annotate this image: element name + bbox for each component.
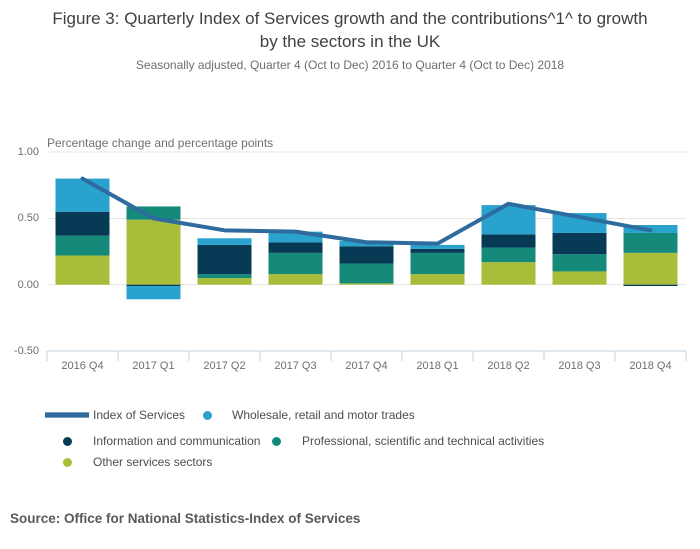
legend-line-swatch [45,412,89,418]
bar-segment [268,242,323,253]
x-axis-label: 2017 Q3 [274,360,317,372]
legend-circle-swatch [63,458,72,467]
bar-segment [339,283,394,285]
legend-label: Other services sectors [93,455,213,469]
x-axis-label: 2018 Q3 [558,360,601,372]
x-axis-label: 2018 Q1 [416,360,459,372]
y-axis-label: -0.50 [13,345,39,358]
bar-segment [55,211,110,236]
bar-segment [552,271,607,285]
legend-label: Wholesale, retail and motor trades [232,408,415,422]
bar-segment [55,235,110,256]
bar-segment [268,231,323,243]
bar-segment [197,238,252,245]
bar-segment [552,254,607,272]
bar-segment [126,284,181,287]
bar-segment [339,246,394,264]
x-axis-label: 2017 Q4 [345,360,388,372]
legend-label: Information and communication [93,434,261,448]
x-axis-label: 2016 Q4 [61,360,104,372]
bar-segment [481,262,536,285]
y-axis-label: 0.50 [17,212,39,225]
bar-segment [552,232,607,255]
figure-title: Figure 3: Quarterly Index of Services gr… [52,9,648,51]
bar-segment [410,252,465,275]
x-axis-label: 2017 Q1 [132,360,175,372]
bar-segment [55,255,110,285]
source-note: Source: Office for National Statistics-I… [10,511,361,526]
bar-segment [623,232,678,253]
x-axis-label: 2018 Q2 [487,360,530,372]
bar-segment [481,247,536,263]
legend-circle-swatch [63,437,72,446]
y-axis-label: 0.00 [17,278,39,291]
legend-label: Professional, scientific and technical a… [302,434,545,448]
bar-segment [268,274,323,285]
bar-segment [410,248,465,253]
bar-segment [55,178,110,212]
legend-circle-swatch [272,437,281,446]
bar-segment [197,278,252,285]
y-axis-label: 1.00 [17,146,39,159]
figure-subtitle: Seasonally adjusted, Quarter 4 (Oct to D… [135,58,565,72]
bar-segment [410,274,465,285]
bar-segment [339,263,394,284]
bar-segment [623,252,678,285]
legend-circle-swatch [203,411,212,420]
bar-segment [197,274,252,279]
index-of-services-line [80,176,653,246]
x-axis-label: 2018 Q4 [629,360,672,372]
bar-segment [410,244,465,249]
bar-segment [268,252,323,275]
bar-segment [481,234,536,248]
bar-segment [197,244,252,275]
bar-segment [126,286,181,300]
x-axis-label: 2017 Q2 [203,360,246,372]
legend-label: Index of Services [93,408,186,422]
bar-segment [623,284,678,287]
bar-segment [126,219,181,285]
bar-segment [481,205,536,235]
y-axis-caption: Percentage change and percentage points [47,136,274,150]
